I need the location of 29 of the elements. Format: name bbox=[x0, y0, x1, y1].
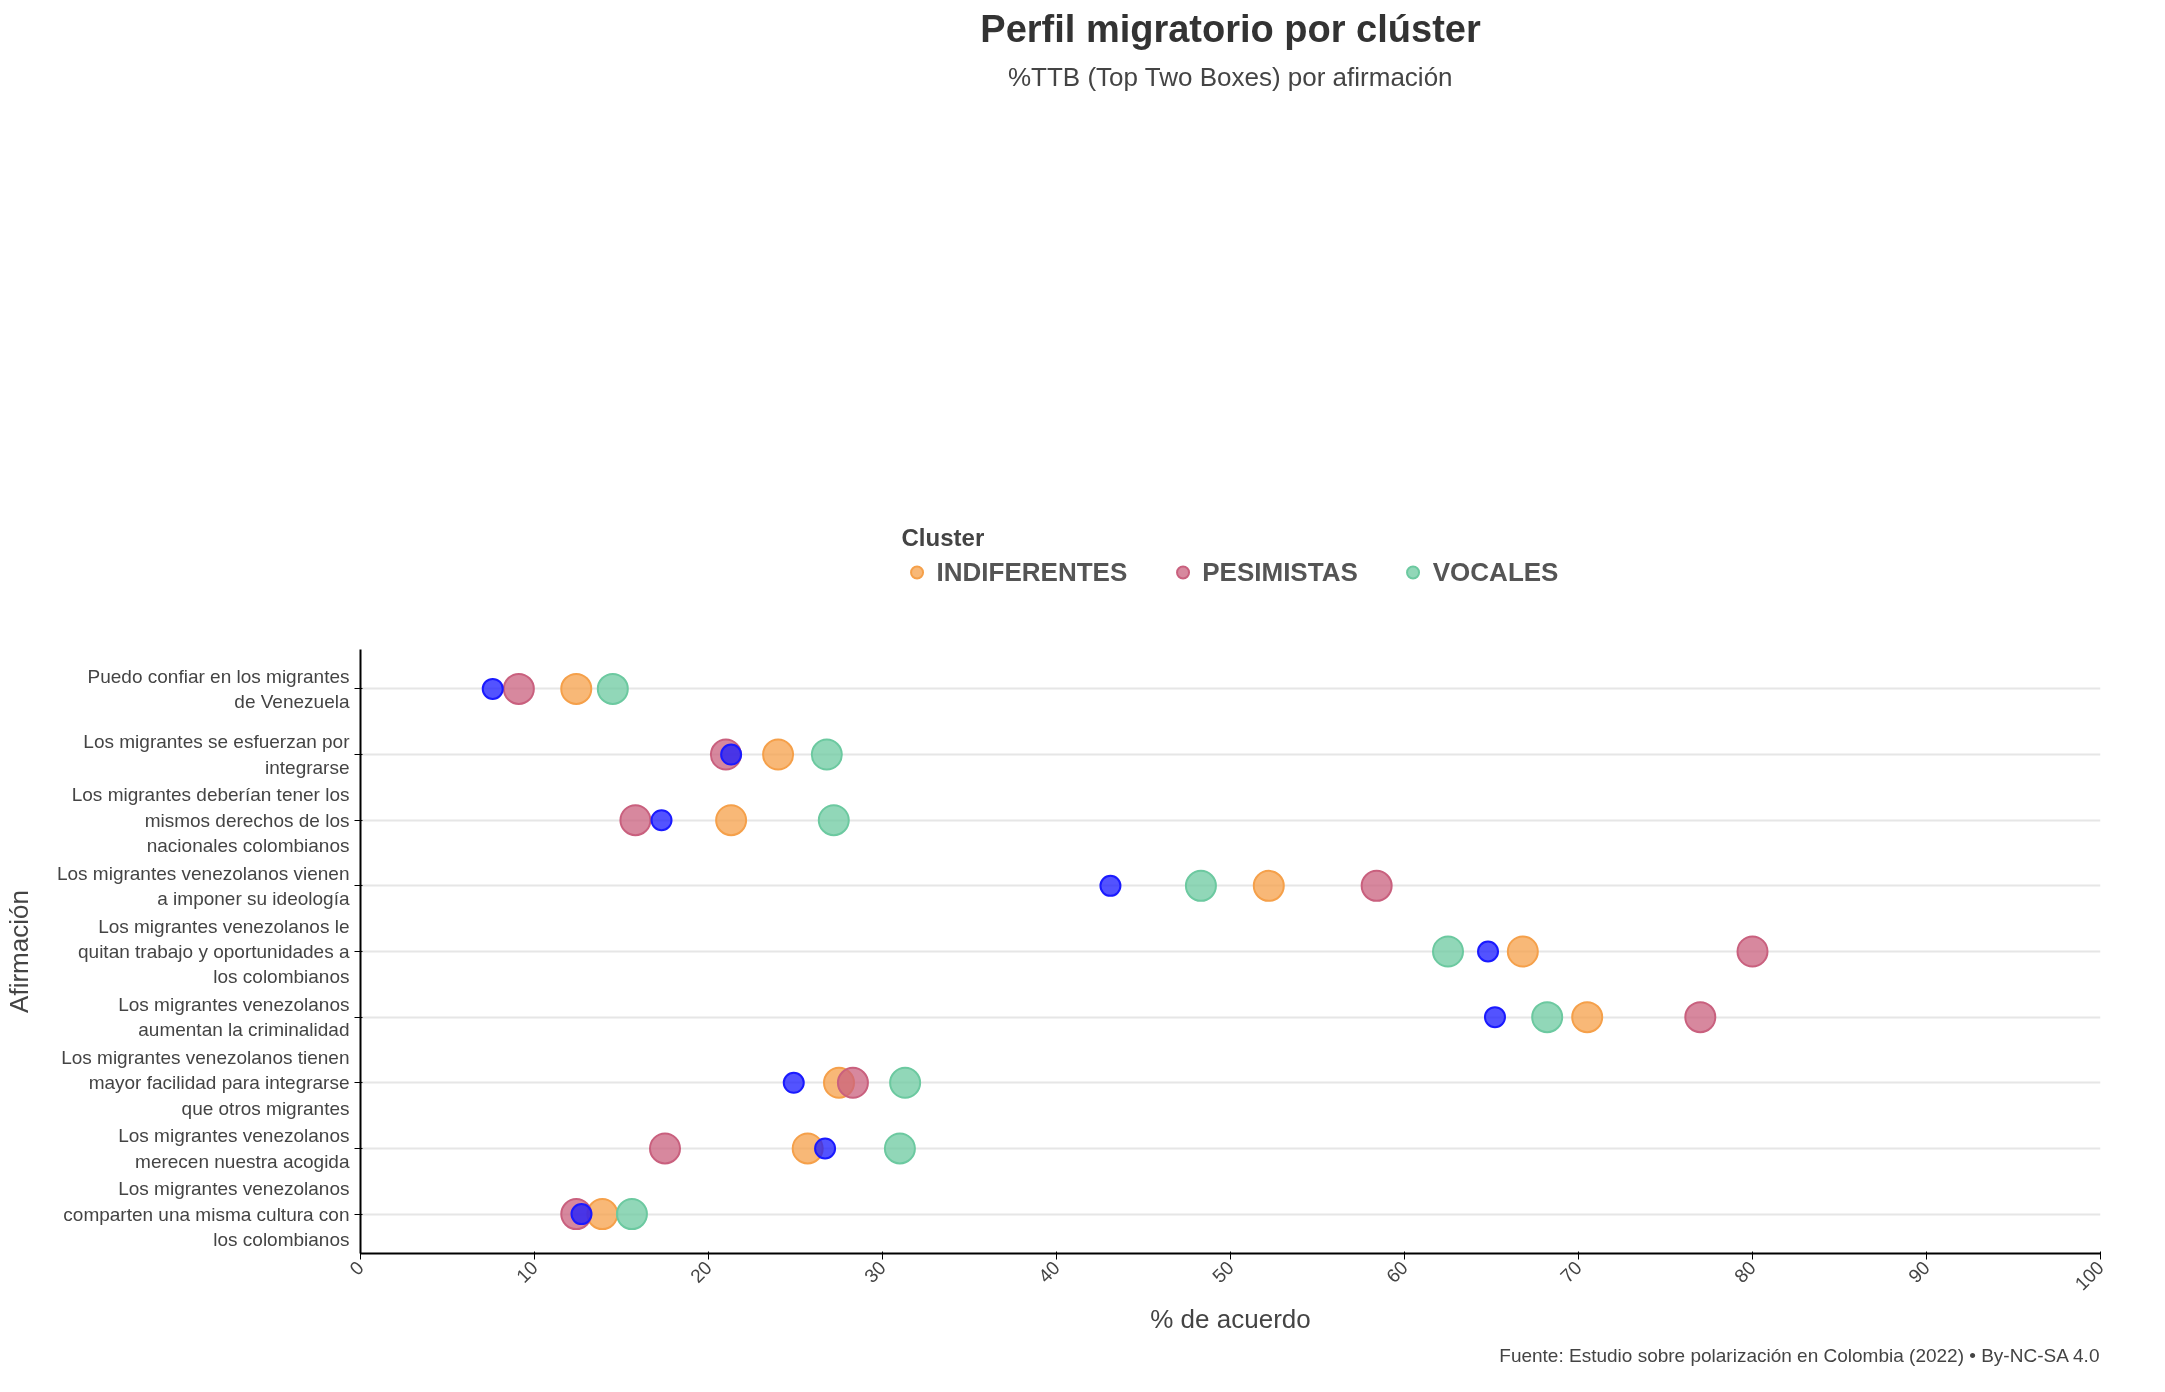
x-tick-label: 90 bbox=[1904, 1257, 1934, 1287]
x-tick-label: 20 bbox=[686, 1257, 716, 1287]
x-tick-label: 0 bbox=[345, 1257, 368, 1280]
y-tick-label: Los migrantes deberían tener los mismos derechos de los nacionales colombianos bbox=[71, 784, 350, 856]
x-tick-label: 80 bbox=[1730, 1257, 1760, 1287]
x-tick-label: 50 bbox=[1208, 1257, 1238, 1287]
chart-title: Perfil migratorio por clúster bbox=[980, 7, 1481, 50]
x-tick-label: 30 bbox=[860, 1257, 890, 1287]
y-tick-label: Los migrantes se esfuerzan por integrarse bbox=[83, 731, 351, 778]
y-tick-label: Puedo confiar en los migrantes de Venezuela bbox=[87, 665, 350, 712]
y-tick-label: Los migrantes venezolanos le quitan trabajo y oportunidades a los colombianos bbox=[78, 915, 350, 988]
source-note: Fuente: Estudio sobre polarización en Colombia (2022) • By-NC-SA 4.0 bbox=[1499, 1344, 2100, 1366]
legend-label: INDIFERENTES bbox=[936, 556, 1128, 588]
legend-label: PESIMISTAS bbox=[1202, 556, 1358, 588]
y-tick-label: Los migrantes venezolanos tienen mayor facilidad para integrarse que otros migrantes bbox=[61, 1047, 350, 1119]
x-tick-label: 60 bbox=[1382, 1257, 1412, 1287]
chart-subtitle: %TTB (Top Two Boxes) por afirmación bbox=[1007, 61, 1453, 92]
y-tick-label: Los migrantes venezolanos merecen nuestra acogida bbox=[118, 1125, 350, 1172]
x-tick-label: 100 bbox=[2070, 1257, 2108, 1295]
x-tick-label: 10 bbox=[512, 1257, 542, 1287]
legend-title: Cluster bbox=[901, 523, 986, 552]
x-axis-title: % de acuerdo bbox=[1150, 1304, 1311, 1335]
y-axis-title: Afirmación bbox=[3, 890, 34, 1013]
legend-label: VOCALES bbox=[1432, 556, 1559, 588]
y-tick-label: Los migrantes venezolanos vienen a imponer su ideología bbox=[56, 862, 350, 909]
x-tick-label: 70 bbox=[1556, 1257, 1586, 1287]
x-tick-label: 40 bbox=[1034, 1257, 1064, 1287]
y-tick-label: Los migrantes venezolanos aumentan la criminalidad bbox=[118, 994, 350, 1041]
y-tick-label: Los migrantes venezolanos comparten una misma cultura con los colombianos bbox=[63, 1178, 350, 1250]
